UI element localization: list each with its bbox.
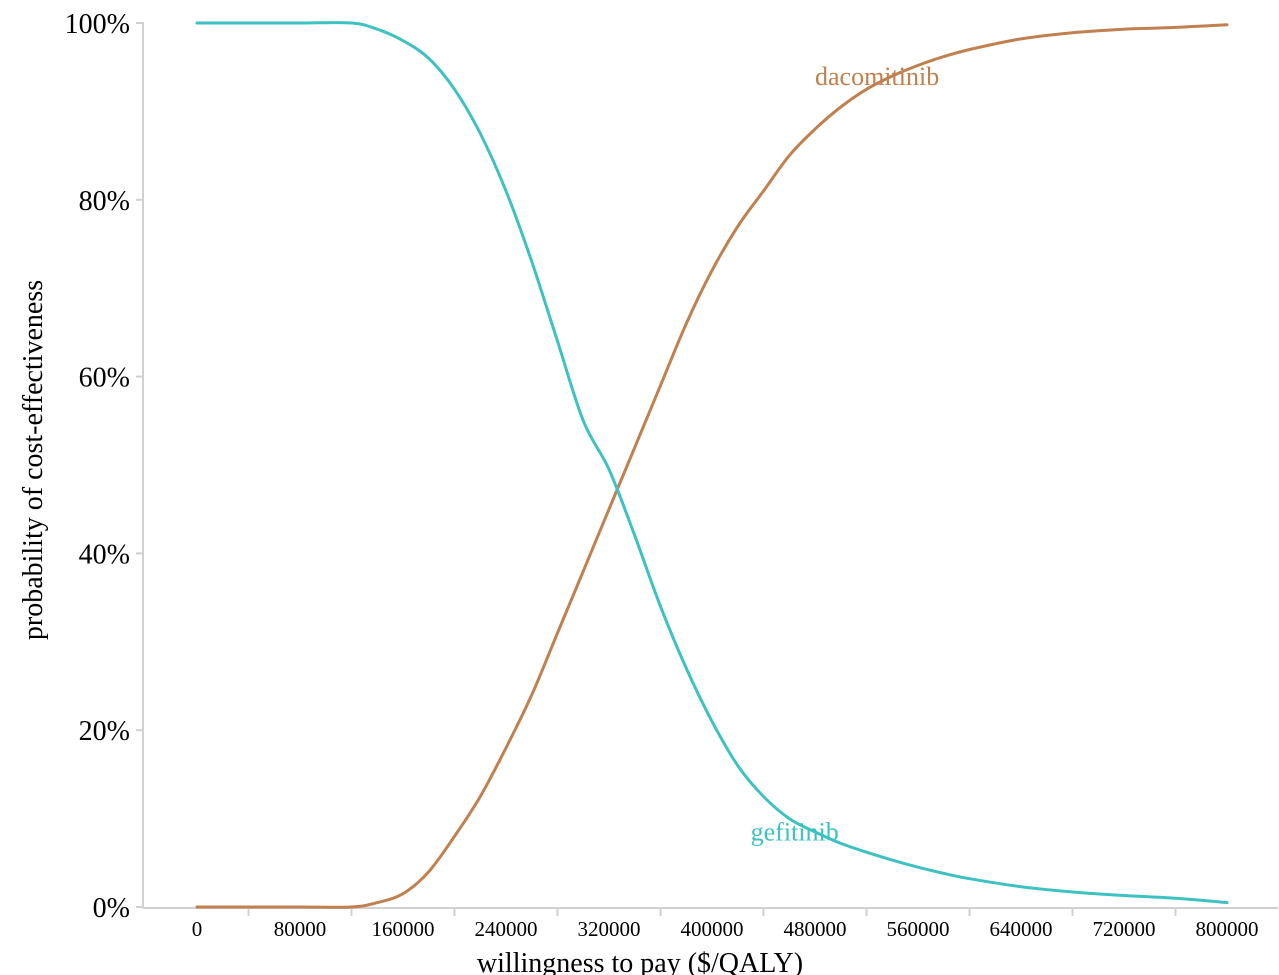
x-tick-label: 560000 <box>887 917 950 941</box>
axes <box>142 22 1278 909</box>
x-tick-label: 160000 <box>372 917 435 941</box>
x-tick-label: 720000 <box>1093 917 1156 941</box>
series-line-dacomitinib <box>195 23 1229 909</box>
x-tick-label: 400000 <box>681 917 744 941</box>
series-line-gefitinib <box>195 21 1229 905</box>
y-tick-label: 0% <box>93 893 130 924</box>
x-tick-label: 0 <box>192 917 203 941</box>
series-lines <box>195 21 1229 909</box>
x-tick-label: 240000 <box>475 917 538 941</box>
y-ticks: 0% 20% 40% 60% 80% 100% <box>65 9 143 924</box>
x-tick-label: 80000 <box>274 917 327 941</box>
series-label-gefitinib: gefitinib <box>751 818 839 847</box>
y-tick-label: 100% <box>65 9 130 40</box>
x-tick-label: 480000 <box>784 917 847 941</box>
x-axis-title: willingness to pay ($/QALY) <box>477 948 803 975</box>
y-tick-label: 20% <box>79 716 130 747</box>
series-labels: dacomitinib gefitinib <box>751 62 940 847</box>
x-ticks: 0 80000 160000 240000 320000 400000 480000 5600… <box>192 908 1259 941</box>
y-tick-label: 80% <box>79 186 130 217</box>
y-tick-label: 60% <box>79 363 130 394</box>
y-tick-label: 40% <box>79 539 130 570</box>
y-axis-title: probability of cost-effectiveness <box>18 280 49 640</box>
x-tick-label: 320000 <box>578 917 641 941</box>
x-tick-label: 640000 <box>990 917 1053 941</box>
x-tick-label: 800000 <box>1196 917 1259 941</box>
series-label-dacomitinib: dacomitinib <box>815 62 939 91</box>
